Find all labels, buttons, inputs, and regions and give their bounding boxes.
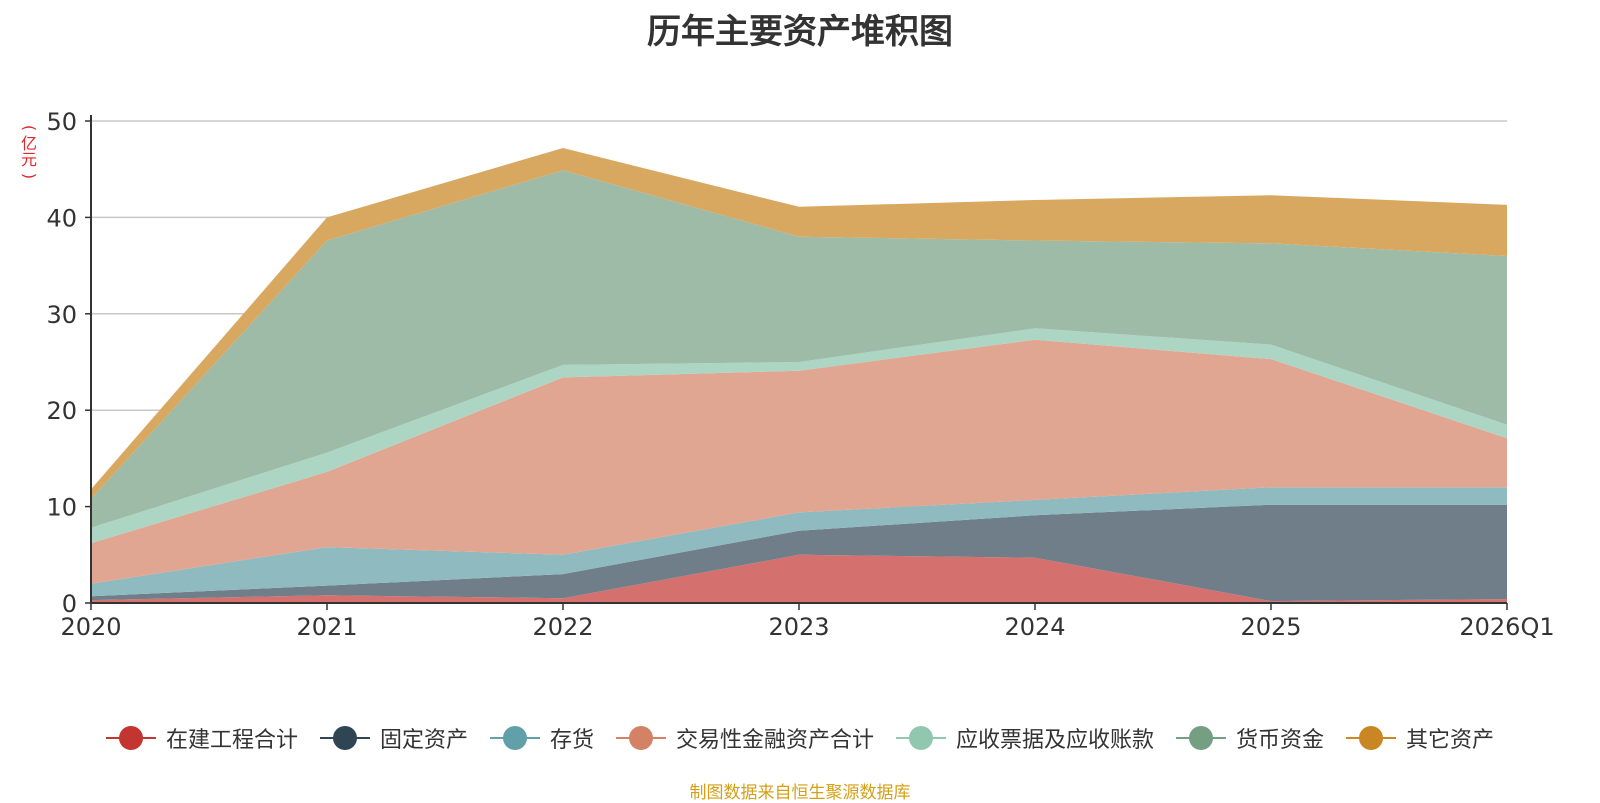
x-tick-label: 2021 xyxy=(296,613,357,641)
legend-label: 固定资产 xyxy=(379,728,468,753)
y-axis-unit-label: (亿元) xyxy=(20,124,39,180)
legend-marker xyxy=(489,725,540,751)
legend-item[interactable]: 存货 xyxy=(489,722,594,754)
legend-marker xyxy=(319,725,370,751)
legend-item[interactable]: 在建工程合计 xyxy=(105,722,298,754)
legend-marker xyxy=(1176,725,1227,751)
legend-label: 在建工程合计 xyxy=(165,728,298,753)
legend-item[interactable]: 固定资产 xyxy=(319,722,468,754)
x-tick-label: 2026Q1 xyxy=(1459,613,1554,641)
y-tick-label: 50 xyxy=(46,108,77,136)
legend-label: 存货 xyxy=(549,728,594,753)
axes: 0 10 20 30 40 50 2020 2021 2022 2023 2024 2025 2026Q… xyxy=(46,108,1554,641)
y-tick-label: 20 xyxy=(46,397,77,425)
chart-area: 0 10 20 30 40 50 2020 2021 2022 2023 2024 2025 2026Q… xyxy=(46,108,1554,641)
legend-item[interactable]: 货币资金 xyxy=(1176,722,1324,754)
x-tick-label: 2025 xyxy=(1240,613,1301,641)
legend: 在建工程合计 固定资产 存货 交易性金融资产合计 应收票据及应收账款 货币资金 其它资产 xyxy=(0,718,1600,758)
area-series-1 xyxy=(91,554,1507,603)
x-tick-label: 2023 xyxy=(768,613,829,641)
data-source-note: 制图数据来自恒生聚源数据库 xyxy=(689,783,911,803)
legend-item[interactable]: 其它资产 xyxy=(1346,722,1494,754)
y-tick-label: 10 xyxy=(46,494,77,522)
legend-label: 货币资金 xyxy=(1236,728,1325,753)
x-tick-label: 2022 xyxy=(532,613,593,641)
legend-item[interactable]: 交易性金融资产合计 xyxy=(615,722,874,754)
area-series-7 xyxy=(91,148,1507,499)
legend-label: 交易性金融资产合计 xyxy=(675,728,874,753)
x-tick-label: 2024 xyxy=(1004,613,1065,641)
area-series-6 xyxy=(91,170,1507,528)
y-tick-label: 40 xyxy=(46,204,77,232)
legend-marker xyxy=(896,725,946,751)
chart-title: 历年主要资产堆积图 xyxy=(647,12,953,52)
y-tick-label: 30 xyxy=(46,301,77,329)
legend-marker xyxy=(105,725,156,751)
y-tick-label: 0 xyxy=(62,590,77,618)
legend-label: 其它资产 xyxy=(1406,728,1495,753)
stacked-areas xyxy=(91,148,1507,603)
area-series-3 xyxy=(91,487,1507,597)
area-series-5 xyxy=(91,328,1507,544)
area-series-2 xyxy=(91,504,1507,602)
legend-marker xyxy=(615,725,666,751)
legend-label: 应收票据及应收账款 xyxy=(956,728,1155,753)
area-series-4 xyxy=(91,339,1507,584)
x-tick-label: 2020 xyxy=(60,613,121,641)
legend-marker xyxy=(1346,725,1397,751)
legend-item[interactable]: 应收票据及应收账款 xyxy=(896,722,1154,754)
